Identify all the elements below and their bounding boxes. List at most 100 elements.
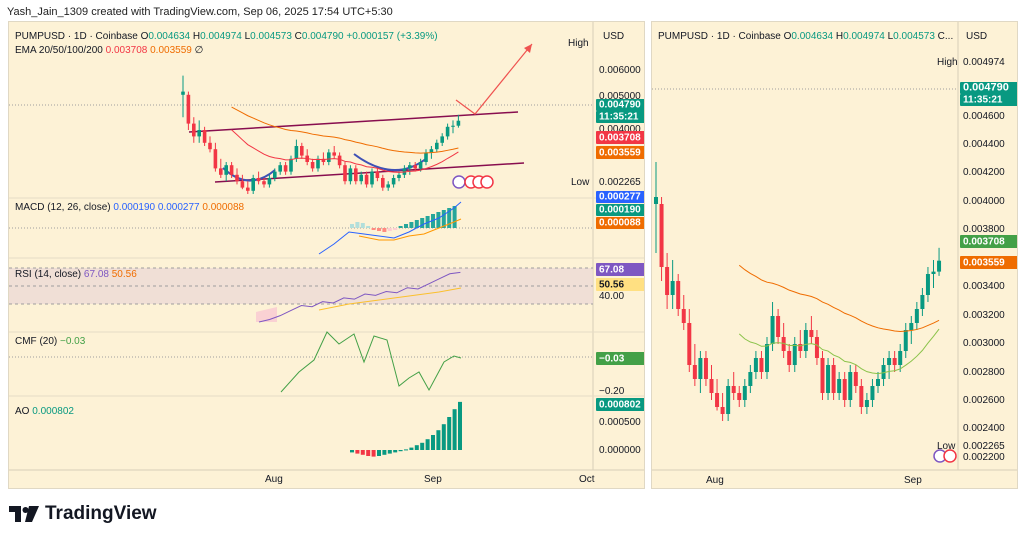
right-candle-body <box>837 379 842 393</box>
right-candle-body <box>937 260 942 272</box>
right-candle-body <box>892 358 897 365</box>
macd-histogram-bar <box>441 210 446 228</box>
right-candle-body <box>681 309 686 323</box>
right-candle-body <box>931 271 936 274</box>
right-candle-body <box>809 330 814 337</box>
right-candle-body <box>676 281 681 309</box>
projection-arrow-head <box>524 44 532 53</box>
ao-histogram-bar <box>371 450 376 457</box>
right-candle-body <box>759 358 764 372</box>
macd-histogram-bar <box>404 224 408 228</box>
left-candle-body <box>332 152 336 156</box>
right-price-tick: 0.002600 <box>963 395 1005 406</box>
left-candle-body <box>343 165 347 182</box>
right-price-tick: 0.003800 <box>963 224 1005 235</box>
right-price-tick: 0.004600 <box>963 111 1005 122</box>
left-chart-svg[interactable]: PUMPUSD · 1D · Coinbase O0.004634 H0.004… <box>9 22 645 489</box>
left-candle-body <box>337 155 342 166</box>
ema20-line <box>231 129 459 173</box>
left-candle-body <box>429 149 434 153</box>
right-price-tick: 0.003000 <box>963 338 1005 349</box>
event-flag-icon <box>452 175 466 189</box>
left-candle-body <box>235 174 239 182</box>
right-ema20-badge-bg <box>960 235 1017 248</box>
left-candle-body <box>391 178 396 185</box>
left-high-label: High <box>568 38 589 49</box>
right-price-tick: 0.002400 <box>963 423 1005 434</box>
tradingview-logo-text: TradingView <box>45 503 157 524</box>
left-ema20-badge: 0.003708 <box>596 131 644 144</box>
ao-histogram-bar <box>366 450 371 456</box>
left-candle-body <box>294 146 299 159</box>
left-candle-body <box>370 171 374 185</box>
right-countdown-badge-bg <box>960 94 1017 106</box>
left-last-price-badge: 0.004790 <box>596 99 644 111</box>
ao-histogram-bar <box>447 417 452 450</box>
right-symbol-line: PUMPUSD · 1D · Coinbase O0.004634 H0.004… <box>658 31 953 42</box>
right-candle-body <box>703 358 708 379</box>
left-chart-panel[interactable]: PUMPUSD · 1D · Coinbase O0.004634 H0.004… <box>8 21 645 489</box>
right-candle-body <box>709 379 714 393</box>
right-price-tick: 0.003200 <box>963 310 1005 321</box>
macd-value-badge-text: 0.000190 <box>599 205 641 216</box>
ao-histogram-bar <box>404 449 408 451</box>
right-event-flag-icons <box>933 449 957 463</box>
macd-histogram-bar <box>420 218 425 228</box>
rsi-value-badge: 67.08 <box>596 263 644 276</box>
right-price-tick: 0.003400 <box>963 281 1005 292</box>
ao-tick: 0.000500 <box>599 417 641 428</box>
ao-histogram-bar <box>350 450 354 453</box>
tradingview-logo: TradingView <box>9 503 157 525</box>
macd-histogram-bar <box>360 223 365 228</box>
left-candle-body <box>321 158 326 162</box>
rsi-legend: RSI (14, close) 67.08 50.56 <box>15 269 137 280</box>
ao-value-badge-text: 0.000802 <box>599 400 641 411</box>
ao-histogram-bar <box>409 447 414 450</box>
right-currency-label: USD <box>966 31 987 42</box>
macd-histogram-bar <box>393 228 398 230</box>
left-candle-body <box>364 174 369 185</box>
cmf-legend: CMF (20) −0.03 <box>15 336 86 347</box>
right-chart-panel[interactable]: PUMPUSD · 1D · Coinbase O0.004634 H0.004… <box>651 21 1018 489</box>
ao-histogram-bar <box>387 450 392 454</box>
left-ema-legend: EMA 20/50/100/200 0.003708 0.003559 ∅ <box>15 45 203 56</box>
right-candle-body <box>665 267 670 295</box>
right-candle-body <box>826 365 831 393</box>
right-event-flag-icon <box>943 449 957 463</box>
left-candle-body <box>208 142 212 150</box>
right-chart-svg[interactable]: PUMPUSD · 1D · Coinbase O0.004634 H0.004… <box>652 22 1018 489</box>
right-price-tick: 0.004400 <box>963 139 1005 150</box>
right-candle-body <box>848 372 853 400</box>
left-ema200-badge-bg <box>596 146 644 159</box>
right-ema20-badge-text: 0.003708 <box>963 237 1005 248</box>
left-candle-body <box>246 187 250 191</box>
right-last-price-badge-bg <box>960 82 1017 94</box>
right-candle-body <box>781 337 786 351</box>
left-candle-body <box>310 162 315 169</box>
left-candle-body <box>202 130 207 143</box>
right-candle-body <box>803 330 808 351</box>
left-time-tick: Oct <box>579 474 595 485</box>
left-candle-body <box>375 171 380 178</box>
right-candle-body <box>853 372 858 386</box>
left-candle-body <box>219 168 223 175</box>
ao-tick: 0.000000 <box>599 445 641 456</box>
macd-histogram-bar <box>436 212 441 228</box>
right-candle-body <box>842 379 847 400</box>
left-ema200-badge: 0.003559 <box>596 146 644 159</box>
ao-histogram-bar <box>441 424 446 450</box>
right-candle-body <box>820 358 825 393</box>
cmf-tick: −0.20 <box>599 386 625 397</box>
ao-value-badge-bg <box>596 398 644 411</box>
right-candle-body <box>814 337 819 358</box>
left-candle-body <box>224 165 228 175</box>
left-candle-body <box>424 152 428 162</box>
rsi-ma-badge-bg <box>596 278 644 291</box>
right-ema20-line <box>738 328 940 375</box>
macd-line <box>318 201 462 255</box>
rsi-ma-line <box>318 287 462 311</box>
left-candle-body <box>386 184 390 188</box>
macd-histogram-bar <box>366 226 371 228</box>
right-candle-body <box>881 365 886 379</box>
left-candle-body <box>440 136 444 143</box>
